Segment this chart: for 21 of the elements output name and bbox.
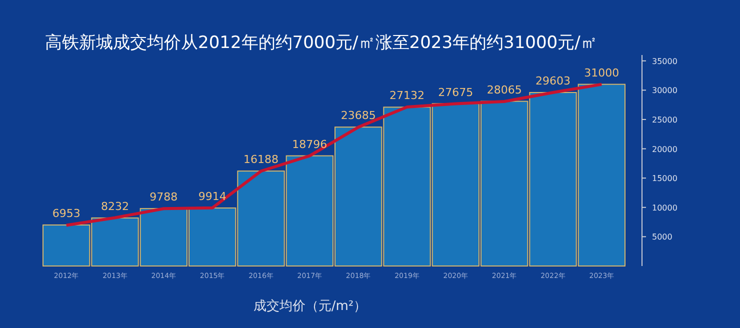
data-label: 18796 (292, 138, 328, 151)
chart-title: 高铁新城成交均价从2012年的约7000元/㎡涨至2023年的约31000元/㎡ (45, 33, 598, 53)
data-label: 27675 (438, 86, 474, 99)
data-label: 23685 (340, 109, 376, 122)
data-label: 9788 (150, 190, 178, 204)
data-label: 9914 (198, 190, 226, 203)
data-label: 29603 (536, 74, 570, 88)
data-label: 27132 (390, 88, 424, 102)
y-tick-label: 25000 (652, 115, 678, 124)
data-label: 8232 (101, 200, 129, 213)
y-tick-label: 35000 (652, 56, 678, 66)
data-label: 6953 (52, 207, 80, 220)
y-tick-label: 30000 (652, 86, 678, 96)
data-label: 16188 (244, 153, 278, 166)
y-tick-label: 5000 (652, 232, 672, 242)
data-label: 31000 (584, 66, 620, 80)
y-tick-label: 15000 (652, 174, 678, 184)
y-tick-label: 10000 (652, 203, 678, 212)
text: 成交均价（元/m²） (253, 298, 367, 314)
data-label: 28065 (486, 84, 522, 97)
y-tick-label: 20000 (652, 144, 678, 154)
